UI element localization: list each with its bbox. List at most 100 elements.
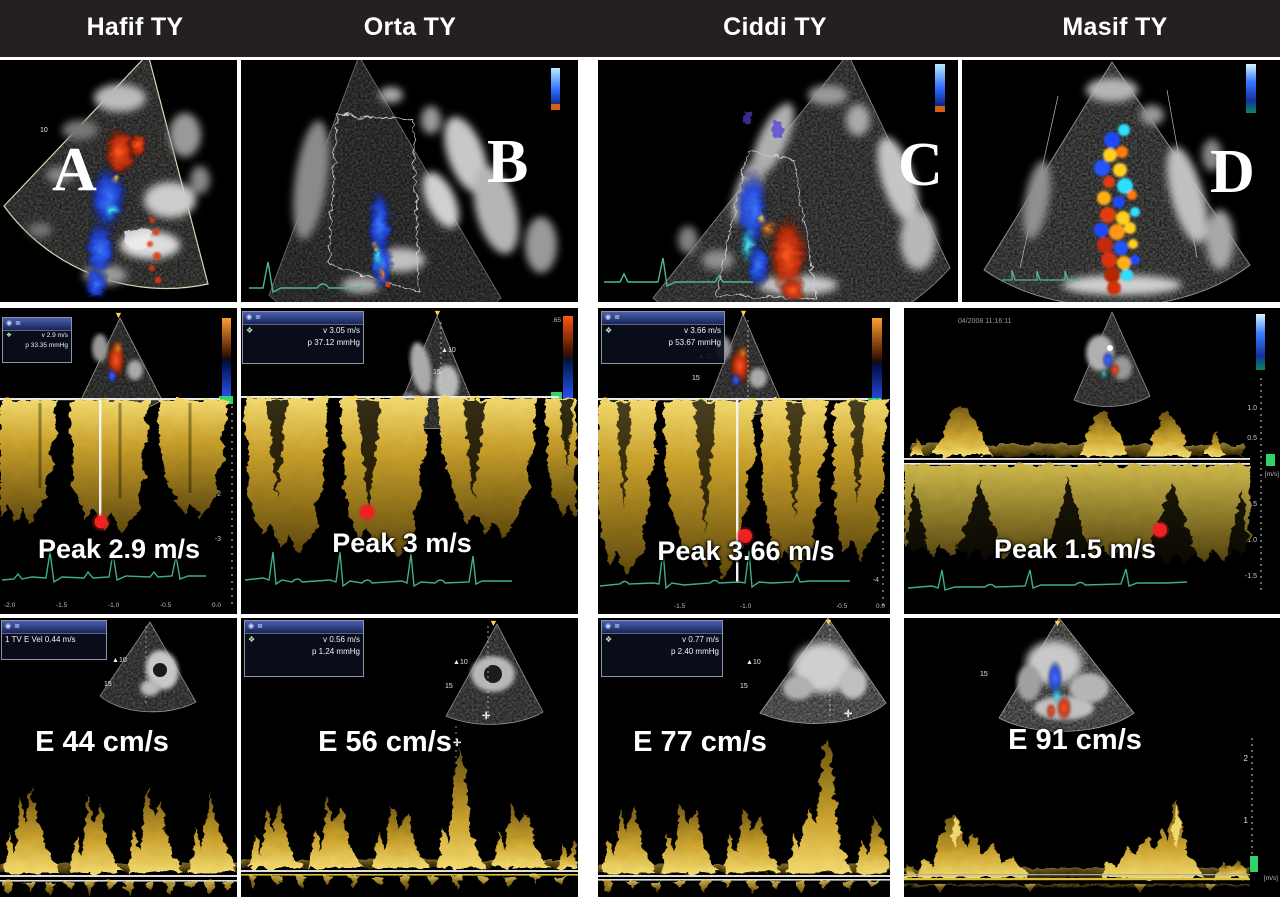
spectral-baseline-lower [904,463,1250,465]
nyquist-top: .65 [552,317,561,324]
e-velocity-label-D: E 91 cm/s [1008,724,1142,756]
scale-tick: -3 [215,536,221,543]
color-scale-bar [222,318,231,400]
pw-doppler-panel-A: ▲10 15 [0,618,237,897]
peak-velocity-label-D: Peak 1.5 m/s [993,534,1157,564]
probe-icon: ◉ [5,623,12,631]
probe-icon: ◉ [248,623,255,631]
ecg-trace [907,568,1188,591]
caliper-diamond-icon: ❖ [605,635,613,644]
gradient-value: p 2.40 mmHg [670,647,719,657]
menu-icon: ≣ [257,623,263,631]
spectral-baseline [598,398,868,401]
regurgitant-jet [736,112,808,302]
panel-letter-B: B [487,128,528,196]
column-title-moderate: Orta TY [363,13,457,41]
tv-e-velocity-value: 1 TV E Vel 0.44 m/s [5,635,76,644]
myocardium-echoes [1023,78,1234,295]
scale-tick: -2 [215,491,221,498]
column-title-mild: Hafif TY [86,13,184,41]
e-velocity-label-B: E 56 cm/s [318,726,452,758]
velocity-value: v 2.9 m/s [41,332,68,339]
speckle-texture [653,60,950,302]
menu-icon: ≣ [614,623,620,631]
header-bar: Hafif TY Orta TY Ciddi TY Masif TY [0,0,1280,57]
measurement-box-header: ◉ ≣ [2,621,106,634]
cw-doppler-panel-D: 1.0 0.5 -0.5 -1.0 -1.5 [m/s] [904,308,1280,614]
pw-doppler-panel-D: ▼ 15 2 1 [m/s] [904,618,1280,897]
caliper-diamond-icon: ❖ [605,326,613,335]
spectral-dark-notches [267,400,573,513]
scale-tick: 1 [1244,816,1249,825]
peak-velocity-label-C: Peak 3.66 m/s [657,536,835,566]
regurgitant-jet [83,126,152,301]
scale-tick: -1.5 [1245,573,1257,580]
steer-marker-v-icon: ▼ [433,308,442,318]
peak-marker-dot [360,505,374,519]
spectral-baseline [0,398,220,401]
measurement-box-header: ◉ ≣ [3,318,71,331]
svg-text:0.0: 0.0 [212,602,221,609]
spectral-baseline [598,875,890,877]
thumbnail-echo: ▼ ✛ [759,618,887,724]
color-roi-box [715,151,817,299]
thumbnail-echo [1073,311,1151,407]
measurement-box-header: ◉ ≣ [602,312,724,325]
echo-panel-A-color-doppler: 10 A [0,60,237,302]
gradient-value: p 1.24 mmHg [311,647,360,657]
measurement-box-header: ◉ ≣ [602,621,722,634]
echo-panel-C-color-doppler: C [598,60,958,302]
e-velocity-label-C: E 77 cm/s [633,726,767,758]
spectral-mirror [904,884,1250,887]
ecg-trace [244,551,512,588]
menu-icon: ≣ [614,314,620,322]
svg-text:15: 15 [740,683,748,690]
spectral-envelopes-above [910,404,1224,456]
svg-text:-0.5: -0.5 [160,602,172,609]
gradient-value: p 33.35 mmHg [25,342,68,350]
thumbnail-echo: ▼ [998,618,1135,732]
svg-text:15: 15 [692,375,700,382]
velocity-value: v 3.66 m/s [684,326,721,335]
steer-marker-v-icon: ▼ [739,308,748,318]
spectral-envelopes [0,400,228,534]
color-scale-bar-tip [935,106,945,112]
peak-marker-dot [738,529,752,543]
svg-text:15: 15 [980,671,988,678]
spectral-baseline-yellow [241,874,578,876]
peak-caliper-cross-icon: ✛ [453,738,462,749]
velocity-value: v 0.77 m/s [682,635,719,644]
measurement-box-C3: ◉ ≣ ❖ v 0.77 m/s p 2.40 mmHg [601,620,723,677]
measurement-box-header: ◉ ≣ [243,312,363,325]
spectral-baseline [241,396,559,398]
svg-text:15: 15 [104,681,112,688]
spectral-baseline-yellow [904,878,1250,881]
spectral-bright-spike [1172,804,1181,848]
svg-text:-1.0: -1.0 [740,603,752,610]
e-velocity-label-A: E 44 cm/s [35,726,169,758]
thumbnail-echo [99,621,197,713]
spectral-bright-core [950,818,962,846]
spectral-baseline [904,874,1250,876]
svg-text:▲10: ▲10 [453,659,468,666]
color-scale-bar [551,68,560,108]
probe-icon: ◉ [6,320,13,328]
steer-marker-v-icon: ▼ [1053,618,1062,628]
arrow-up-icon: ▲ [746,659,753,666]
caliper-diamond-icon: ❖ [248,635,256,644]
svg-text:-1.5: -1.5 [56,602,68,609]
menu-icon: ≣ [255,314,261,322]
spectral-baseline [0,875,237,877]
pw-doppler-panel-C: ▼ ✛ ▲10 15 [598,618,890,897]
svg-text:▲10: ▲10 [112,657,127,664]
velocity-value: v 0.56 m/s [323,635,360,644]
baseline-marker-green [1266,454,1275,466]
gradient-value: p 53.67 mmHg [668,338,721,348]
sample-volume-cross-icon: ✛ [844,709,853,720]
time-axis-labels: -2.0 -1.5 -1.0 -0.5 0.0 [4,602,221,609]
thumbnail-echo: ▼ ▲10 15 [692,308,784,416]
steer-marker-v-icon: ▼ [114,310,123,320]
measurement-box-B2: ◉ ≣ ❖ v 3.05 m/s p 37.12 mmHg [242,311,364,364]
unit-label: [m/s] [1265,471,1279,478]
measure-cursor-line [736,400,739,582]
